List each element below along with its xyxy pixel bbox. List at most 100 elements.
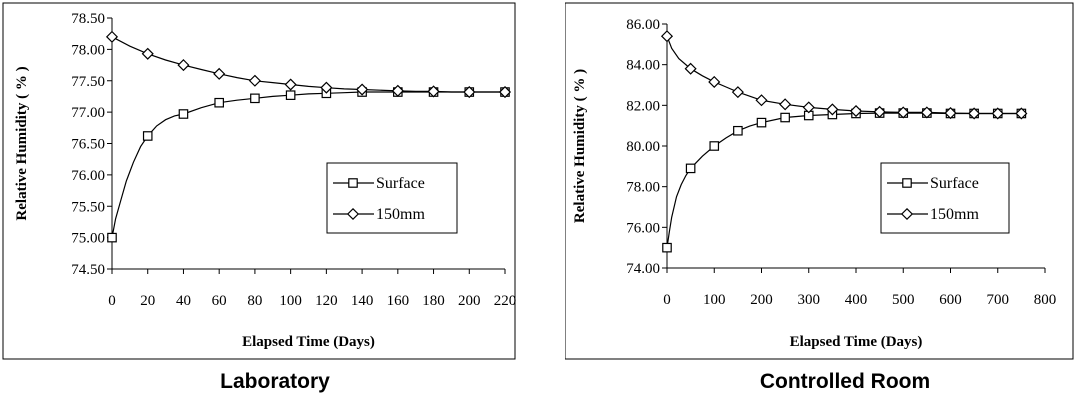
data-point-marker: [662, 242, 672, 253]
x-tick-label: 200: [458, 293, 481, 309]
laboratory-chart: 74.50 75.00 75.50 76.00 76.50 77.00 77.50 78.00…: [2, 2, 517, 360]
y-tick-label: 77.00: [71, 105, 105, 121]
data-point-marker: [968, 107, 981, 120]
data-point-marker: [142, 131, 153, 141]
legend-label: 150mm: [376, 206, 425, 223]
y-tick-label: 75.50: [71, 199, 105, 215]
x-tick-label: 100: [279, 293, 302, 309]
legend: Surface 150mm: [326, 162, 458, 234]
x-tick-label: 160: [387, 293, 410, 309]
data-point-marker: [991, 107, 1004, 120]
legend-marker: [346, 207, 360, 221]
data-point-marker: [356, 83, 369, 96]
data-point-marker: [920, 106, 933, 119]
legend: Surface 150mm: [880, 162, 1010, 234]
data-point-marker: [427, 85, 440, 98]
data-point-marker: [498, 85, 512, 99]
series-150mm: [105, 30, 512, 99]
series-line: [111, 36, 505, 93]
legend-marker: [902, 178, 912, 188]
y-tick-label: 74.50: [71, 262, 105, 278]
legend-marker: [348, 178, 358, 188]
data-point-marker: [177, 59, 190, 72]
data-point-marker: [107, 232, 117, 243]
y-tick-label: 78.00: [626, 180, 660, 196]
laboratory-caption: Laboratory: [220, 370, 330, 393]
data-point-marker: [214, 97, 224, 108]
data-point-marker: [105, 30, 119, 43]
y-tick-label: 76.00: [71, 168, 105, 184]
x-tick-label: 80: [247, 293, 262, 309]
y-tick-label: 77.50: [71, 74, 105, 90]
data-point-marker: [685, 163, 696, 174]
x-tick-label: 180: [422, 293, 445, 309]
data-point-marker: [213, 67, 226, 80]
x-tick-label: 0: [663, 292, 671, 308]
x-tick-label: 140: [351, 293, 374, 309]
data-point-marker: [873, 105, 886, 118]
y-axis-title: Relative Humidity ( % ): [572, 69, 588, 223]
data-point-marker: [779, 98, 792, 111]
y-tick-label: 78.00: [71, 42, 105, 58]
y-tick-label: 84.00: [626, 58, 660, 74]
y-tick-label: 82.00: [626, 98, 660, 114]
data-point-marker: [178, 109, 189, 119]
x-tick-label: 200: [750, 292, 773, 308]
legend-box: [880, 162, 1010, 234]
legend-label: 150mm: [930, 206, 979, 223]
controlled-room-chart: 74.00 76.00 78.00 80.00 82.00 84.00 86.00 0 100 2…: [565, 2, 1074, 360]
legend-label: Surface: [376, 175, 425, 192]
data-point-marker: [780, 112, 790, 123]
x-tick-label: 300: [798, 292, 821, 308]
legend-label: Surface: [930, 175, 979, 192]
x-tick-label: 0: [108, 293, 116, 309]
data-point-marker: [756, 117, 767, 128]
x-axis-title: Elapsed Time (Days): [790, 334, 923, 350]
data-point-marker: [733, 125, 743, 136]
y-axis-title: Relative Humidity ( % ): [14, 66, 30, 220]
data-point-marker: [897, 106, 910, 119]
x-tick-label: 700: [987, 292, 1010, 308]
data-point-marker: [250, 93, 260, 104]
y-tick-label: 76.50: [71, 137, 105, 153]
x-axis-title: Elapsed Time (Days): [242, 334, 375, 350]
y-tick-label: 80.00: [626, 139, 660, 155]
controlled-room-caption: Controlled Room: [759, 370, 931, 393]
y-tick-label: 74.00: [626, 261, 660, 277]
data-point-marker: [248, 74, 261, 87]
x-tick-label: 40: [176, 293, 191, 309]
x-tick-label: 500: [892, 292, 915, 308]
data-point-marker: [660, 30, 674, 43]
x-tick-label: 600: [939, 292, 962, 308]
data-point-marker: [826, 103, 839, 116]
x-tick-label: 100: [703, 292, 726, 308]
data-point-marker: [944, 107, 957, 120]
data-point-marker: [285, 90, 296, 100]
x-tick-label: 120: [315, 293, 338, 309]
series-150mm: [660, 30, 1028, 120]
data-point-marker: [284, 78, 297, 91]
data-point-marker: [709, 141, 720, 151]
data-point-marker: [755, 94, 768, 107]
data-point-marker: [731, 86, 744, 99]
y-tick-label: 86.00: [626, 17, 660, 33]
data-point-marker: [463, 85, 476, 99]
data-point-marker: [141, 47, 154, 60]
y-tick-label: 75.00: [71, 231, 105, 247]
data-point-marker: [849, 104, 863, 118]
data-point-marker: [684, 62, 697, 75]
x-tick-label: 400: [845, 292, 868, 308]
x-tick-label: 60: [212, 293, 227, 309]
data-point-marker: [802, 101, 815, 114]
data-point-marker: [320, 81, 333, 94]
y-tick-label: 78.50: [71, 11, 105, 27]
x-tick-label: 800: [1034, 292, 1057, 308]
legend-marker: [900, 207, 914, 221]
data-point-marker: [391, 84, 404, 97]
x-tick-label: 220: [494, 293, 517, 309]
x-tick-label: 20: [140, 293, 155, 309]
y-tick-label: 76.00: [626, 220, 660, 236]
data-point-marker: [1015, 107, 1028, 120]
legend-box: [326, 162, 458, 234]
data-point-marker: [708, 75, 721, 88]
